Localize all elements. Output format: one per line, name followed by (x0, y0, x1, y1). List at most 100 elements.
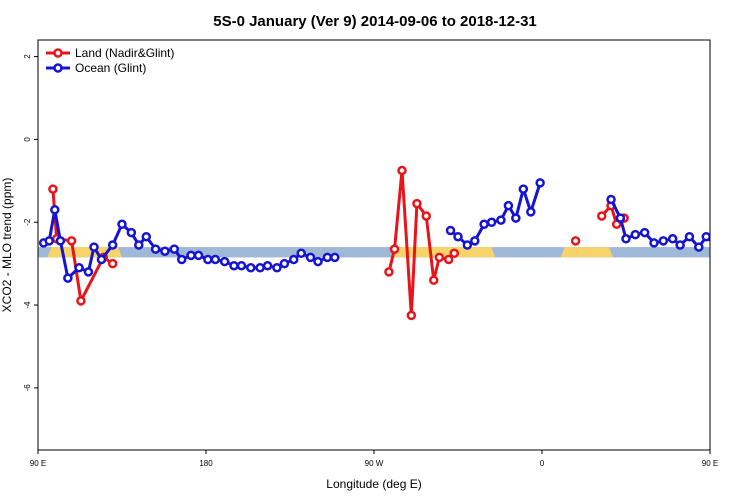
chart-title: 5S-0 January (Ver 9) 2014-09-06 to 2018-… (213, 13, 537, 30)
data-point (186, 250, 196, 261)
plot-area (38, 165, 750, 321)
data-point (255, 263, 265, 273)
data-point (445, 225, 456, 236)
y-tick-label: -6 (23, 384, 32, 392)
data-point (421, 211, 432, 221)
land-band-segment (732, 247, 750, 257)
series-line (609, 198, 710, 249)
data-point (667, 234, 678, 244)
data-point (511, 213, 521, 223)
data-point (649, 238, 659, 248)
y-axis-label: XCO2 - MLO trend (ppm) (0, 178, 14, 313)
data-point (83, 267, 94, 277)
data-point (160, 246, 170, 256)
data-point (44, 236, 54, 246)
data-point (169, 244, 180, 254)
data-point (305, 252, 316, 263)
data-point (453, 231, 463, 242)
x-tick-label: 90 E (702, 459, 718, 468)
data-point (296, 248, 306, 259)
data-point (596, 211, 607, 221)
data-point (229, 260, 239, 271)
data-point (313, 256, 323, 267)
data-point (50, 205, 60, 215)
data-point (219, 256, 230, 267)
reference-band (38, 247, 710, 258)
legend-marker (53, 48, 63, 58)
x-tick-label: 90 E (30, 459, 46, 468)
data-point (630, 229, 641, 240)
data-point (615, 213, 626, 223)
data-point (606, 194, 616, 205)
y-axis: 2 0 -2 -4 -6 (23, 54, 38, 392)
data-point (63, 273, 73, 283)
x-tick-label: 0 (540, 459, 545, 468)
land-band-segment (392, 247, 496, 258)
data-point (176, 254, 187, 265)
data-point (675, 240, 685, 250)
data-point (322, 252, 333, 263)
data-point (96, 254, 107, 265)
y-tick-label: -4 (23, 301, 32, 309)
data-point (55, 236, 66, 246)
data-point (66, 236, 77, 246)
data-point (141, 231, 152, 242)
data-point (134, 240, 144, 250)
data-point (76, 296, 86, 306)
data-point (658, 236, 669, 246)
data-point (412, 198, 422, 209)
data-point (639, 227, 650, 238)
data-point (535, 178, 545, 188)
data-point (462, 240, 473, 250)
series-line (387, 168, 456, 317)
data-point (721, 237, 728, 244)
data-point (262, 260, 273, 271)
data-point (193, 250, 204, 261)
data-point (701, 231, 710, 242)
data-point (486, 217, 497, 227)
data-point (470, 236, 480, 246)
data-point (210, 254, 221, 265)
data-point (279, 258, 290, 269)
x-tick-label: 180 (199, 459, 213, 468)
data-point (496, 215, 506, 225)
legend-label: Land (Nadir&Glint) (75, 46, 174, 60)
legend-label: Ocean (Glint) (75, 61, 146, 75)
data-point (272, 263, 282, 273)
legend-marker (53, 63, 63, 73)
data-point (389, 244, 400, 254)
data-point (397, 165, 407, 176)
y-tick-label: 0 (23, 137, 32, 142)
data-point (89, 242, 99, 252)
data-point (503, 200, 514, 211)
y-tick-label: 2 (23, 54, 32, 59)
data-point (518, 184, 529, 194)
data-point (406, 310, 417, 321)
data-point (117, 219, 127, 230)
series-land (48, 165, 629, 321)
data-point (443, 254, 454, 265)
data-point (684, 231, 695, 242)
data-point (479, 219, 489, 230)
data-point (694, 242, 704, 252)
data-point (428, 275, 439, 285)
data-point (740, 275, 747, 282)
data-point (74, 263, 84, 273)
data-point (107, 240, 118, 250)
data-point (570, 236, 581, 246)
x-axis: 90 E 180 90 W 0 90 E (30, 450, 718, 468)
series-ocean (38, 178, 747, 283)
data-point (330, 252, 340, 263)
data-point (236, 260, 247, 271)
data-point (449, 248, 460, 259)
data-point (434, 252, 445, 263)
data-point (384, 267, 394, 277)
x-tick-label: 90 W (365, 459, 384, 468)
data-point (150, 244, 161, 254)
y-tick-label: -2 (23, 218, 32, 226)
data-point (731, 208, 738, 215)
x-axis-label: Longitude (deg E) (326, 477, 421, 491)
data-point (526, 207, 536, 217)
data-point (107, 258, 118, 269)
data-point (712, 242, 719, 249)
